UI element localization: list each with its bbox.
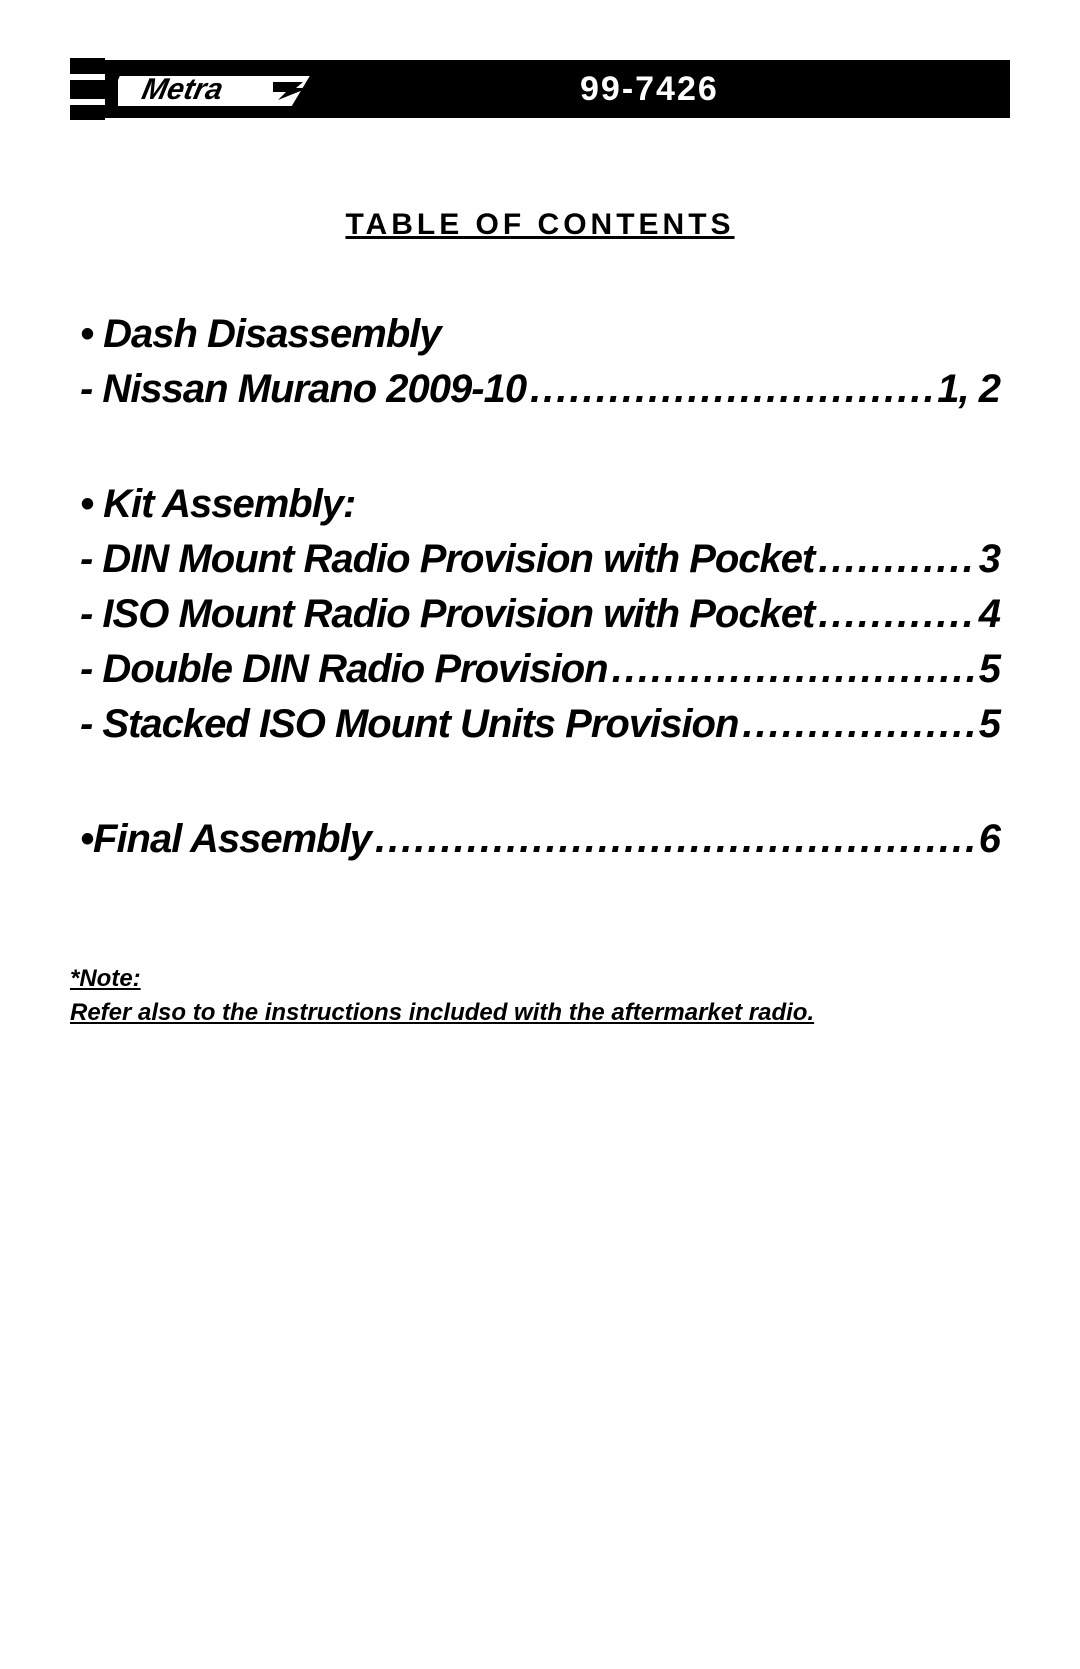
toc-leader-dots xyxy=(818,537,974,582)
toc-leader-dots xyxy=(818,592,974,637)
footnote: *Note: Refer also to the instructions in… xyxy=(70,962,1010,1029)
table-of-contents: • Dash Disassembly - Nissan Murano 2009-… xyxy=(70,312,1010,862)
toc-item: - Stacked ISO Mount Units Provision 5 xyxy=(80,702,1000,747)
toc-section-head: • Kit Assembly: xyxy=(80,482,1000,527)
toc-item-page: 4 xyxy=(979,592,1000,637)
toc-leader-dots xyxy=(375,817,975,862)
toc-leader-dots xyxy=(612,647,975,692)
page-title: TABLE OF CONTENTS xyxy=(70,208,1010,242)
toc-item: •Final Assembly 6 xyxy=(80,817,1000,862)
toc-section-head: • Dash Disassembly xyxy=(80,312,1000,357)
toc-item-label: - Nissan Murano 2009-10 xyxy=(80,367,526,412)
toc-item: - DIN Mount Radio Provision with Pocket … xyxy=(80,537,1000,582)
toc-item-label: - DIN Mount Radio Provision with Pocket xyxy=(80,537,814,582)
toc-leader-dots xyxy=(742,702,974,747)
header-bar: Metra 99-7426 xyxy=(70,60,1010,118)
metra-logo-icon: Metra xyxy=(118,64,318,114)
toc-item-label: - Stacked ISO Mount Units Provision xyxy=(80,702,738,747)
product-number: 99-7426 xyxy=(580,70,719,109)
svg-text:Metra: Metra xyxy=(139,73,226,106)
toc-item: - Double DIN Radio Provision 5 xyxy=(80,647,1000,692)
toc-item-page: 5 xyxy=(979,647,1000,692)
toc-item: - Nissan Murano 2009-10 1, 2 xyxy=(80,367,1000,412)
toc-item-page: 3 xyxy=(979,537,1000,582)
footnote-text: Refer also to the instructions included … xyxy=(70,996,1010,1030)
toc-leader-dots xyxy=(530,367,933,412)
toc-item-page: 6 xyxy=(979,817,1000,862)
brand-logo: Metra xyxy=(70,60,300,118)
toc-item-label: - ISO Mount Radio Provision with Pocket xyxy=(80,592,814,637)
toc-item-page: 5 xyxy=(979,702,1000,747)
toc-item-label: •Final Assembly xyxy=(80,817,371,862)
toc-item-label: - Double DIN Radio Provision xyxy=(80,647,608,692)
toc-item-page: 1, 2 xyxy=(937,367,1000,412)
toc-item: - ISO Mount Radio Provision with Pocket … xyxy=(80,592,1000,637)
footnote-label: *Note: xyxy=(70,962,1010,996)
